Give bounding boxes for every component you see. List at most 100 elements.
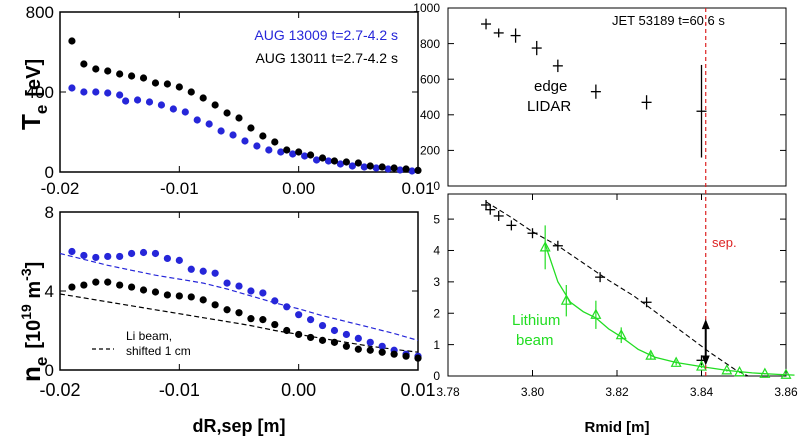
ne-point bbox=[104, 278, 112, 286]
ne-point bbox=[223, 306, 231, 314]
density-dashed-fit bbox=[485, 201, 749, 377]
ne-ylabel-exp2: -3 bbox=[18, 268, 34, 281]
ne-point bbox=[235, 282, 243, 290]
ne-data-points bbox=[68, 247, 422, 362]
te-ylabel-main: T bbox=[16, 114, 46, 130]
ne-point bbox=[151, 288, 160, 296]
x-tick-label: 3.84 bbox=[690, 385, 714, 399]
ne-panel: -0.02 -0.01 0.00 0.01 0 4 8 ne [1019 m-3] Li be… bbox=[16, 203, 436, 436]
legend-aug-13009: AUG 13009 t=2.7-4.2 s bbox=[254, 27, 398, 43]
y-tick-label: 8 bbox=[45, 203, 54, 222]
te-point bbox=[169, 105, 177, 113]
x-tick-label: 3.82 bbox=[605, 385, 629, 399]
ne-point bbox=[318, 336, 327, 344]
lithium-triangle bbox=[539, 241, 551, 252]
ne-point bbox=[68, 283, 76, 291]
te-point bbox=[277, 148, 285, 156]
ne-point bbox=[163, 291, 171, 299]
te-point bbox=[259, 132, 267, 140]
ne-point bbox=[139, 248, 148, 257]
te-point bbox=[223, 109, 231, 117]
x-tick-label: 0.00 bbox=[281, 380, 316, 400]
ne-point bbox=[330, 338, 339, 346]
te-point bbox=[318, 154, 327, 162]
ne-point bbox=[378, 342, 386, 350]
te-point bbox=[390, 164, 398, 172]
jet-top-axis-ticks: 0 200 400 600 800 1000 bbox=[413, 1, 786, 193]
te-point bbox=[151, 79, 160, 87]
ne-point bbox=[402, 352, 410, 360]
te-point bbox=[181, 108, 189, 116]
te-point bbox=[139, 74, 148, 82]
y-tick-label: 800 bbox=[26, 3, 54, 22]
ne-point bbox=[80, 281, 88, 289]
ne-point bbox=[247, 287, 255, 295]
jet-bottom-axis-ticks: 3.78 3.80 3.82 3.84 3.86 0 1 2 3 4 5 bbox=[433, 194, 798, 399]
ne-point bbox=[342, 330, 350, 339]
te-ylabel-unit: [eV] bbox=[23, 59, 45, 97]
lithium-triangle bbox=[721, 364, 733, 375]
te-point bbox=[116, 91, 124, 99]
te-point bbox=[68, 84, 76, 92]
te-point bbox=[378, 163, 386, 171]
te-point bbox=[408, 167, 416, 175]
y-tick-label: 3 bbox=[433, 275, 440, 289]
te-point bbox=[342, 158, 350, 166]
ne-point bbox=[390, 350, 398, 358]
ne-ylabel-unit-mid: m bbox=[23, 281, 45, 304]
te-point bbox=[283, 146, 291, 154]
li-beam-dashed-line bbox=[59, 252, 419, 341]
ne-point bbox=[330, 326, 339, 335]
x-tick-label: -0.02 bbox=[39, 380, 80, 400]
te-point bbox=[366, 162, 374, 170]
y-tick-label: 0 bbox=[433, 369, 440, 383]
lithium-triangle bbox=[670, 356, 682, 367]
te-point bbox=[271, 138, 279, 146]
ne-point bbox=[211, 269, 219, 277]
ne-point bbox=[366, 338, 374, 346]
te-point bbox=[157, 101, 166, 109]
lithium-triangle bbox=[590, 308, 602, 319]
y-tick-label: 2 bbox=[433, 306, 440, 320]
ne-point bbox=[259, 289, 267, 297]
ne-point bbox=[68, 247, 76, 256]
te-panel: -0.02 -0.01 0.00 0.01 0 400 800 Te [eV] AUG 130… bbox=[16, 3, 435, 198]
ne-point bbox=[378, 348, 386, 356]
y-tick-label: 1 bbox=[433, 338, 440, 352]
te-point bbox=[217, 127, 225, 135]
ne-xaxis-label: dR,sep [m] bbox=[192, 416, 285, 436]
ne-point bbox=[163, 254, 171, 263]
ne-point bbox=[139, 286, 148, 294]
te-point bbox=[68, 37, 76, 45]
ne-point bbox=[223, 279, 231, 287]
ne-point bbox=[414, 354, 422, 362]
y-tick-label: 5 bbox=[433, 212, 440, 226]
ne-point bbox=[187, 293, 195, 301]
te-point bbox=[265, 146, 273, 154]
y-tick-label: 4 bbox=[433, 244, 440, 258]
x-tick-label: -0.02 bbox=[41, 179, 80, 198]
li-beam-legend-line1: Li beam, bbox=[126, 329, 172, 343]
ne-point bbox=[175, 256, 183, 264]
lithium-label-line1: Lithium bbox=[512, 312, 560, 329]
li-beam-dashed-line bbox=[59, 293, 419, 353]
ne-fit-lines bbox=[59, 252, 419, 353]
ne-point bbox=[175, 292, 183, 300]
te-point bbox=[116, 70, 124, 78]
ne-yaxis-label: ne [1019 m-3] bbox=[16, 262, 51, 382]
te-point bbox=[229, 131, 237, 139]
x-tick-label: 3.78 bbox=[436, 385, 460, 399]
ne-point bbox=[151, 249, 160, 258]
ne-point bbox=[283, 326, 291, 335]
ne-point bbox=[92, 253, 100, 262]
x-tick-label: 0.01 bbox=[400, 380, 435, 400]
te-point bbox=[372, 164, 380, 172]
y-tick-label: 800 bbox=[420, 37, 440, 51]
ne-point bbox=[354, 334, 362, 342]
ne-point bbox=[80, 251, 88, 260]
ne-ylabel-exp1: 19 bbox=[18, 304, 34, 320]
te-point bbox=[241, 137, 249, 145]
ne-ylabel-main: n bbox=[16, 366, 46, 382]
te-point bbox=[104, 67, 112, 75]
lidar-label-line2: LIDAR bbox=[527, 98, 571, 115]
